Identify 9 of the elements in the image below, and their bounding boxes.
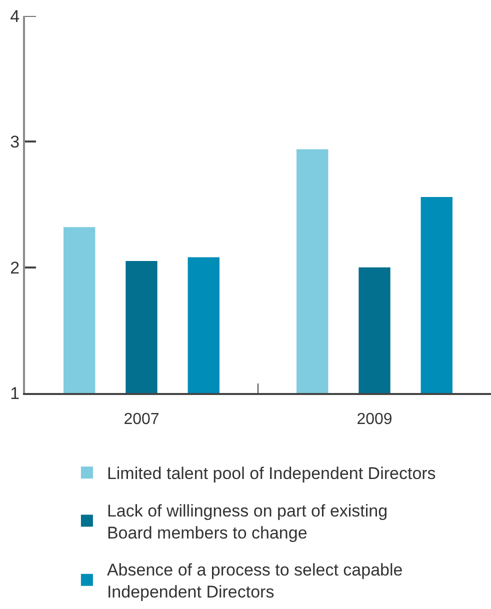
x-tick-label: 2007 bbox=[124, 410, 160, 428]
x-tick-label: 2009 bbox=[356, 410, 392, 428]
legend-label: Lack of willingness on part of existing Board members to change bbox=[106, 501, 388, 542]
legend-label: Absence of a process to select capable Independent Directors bbox=[106, 560, 403, 602]
y-tick-label: 4 bbox=[10, 6, 20, 26]
y-tick-label: 3 bbox=[10, 132, 20, 152]
y-tick-label: 2 bbox=[10, 258, 20, 278]
y-tick-label: 1 bbox=[10, 384, 20, 403]
legend-label: Limited talent pool of Independent Directors bbox=[106, 464, 436, 484]
